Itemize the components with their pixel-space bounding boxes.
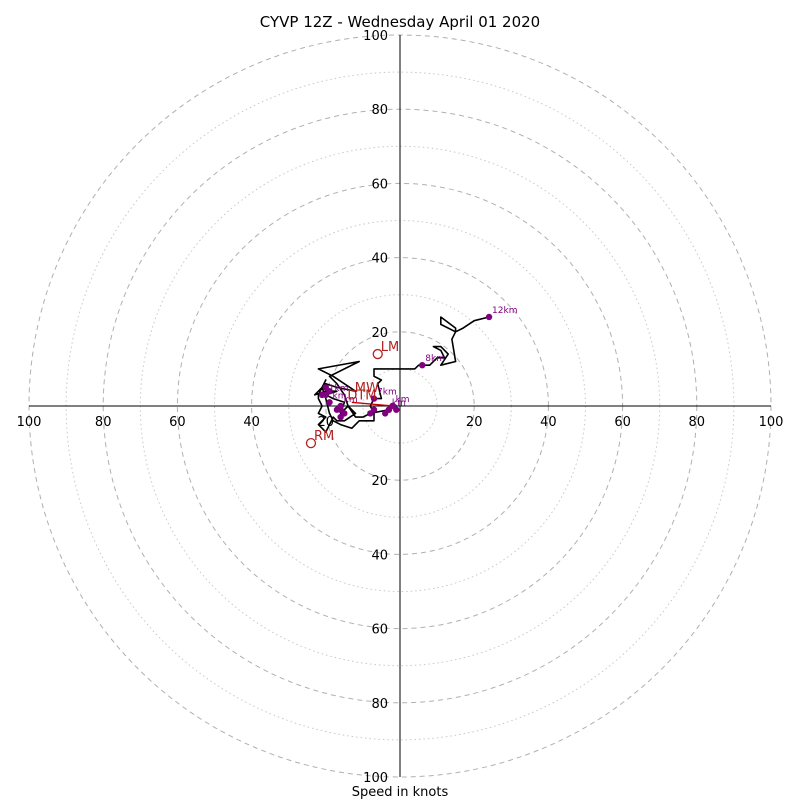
x-tick-label: 80 xyxy=(95,415,112,430)
x-tick-label: 20 xyxy=(318,415,335,430)
y-tick-label: 60 xyxy=(371,177,388,192)
y-tick-label: 100 xyxy=(363,29,388,44)
height-point xyxy=(485,313,493,321)
tick-labels: 100 80 60 40 20 20 40 60 80 100 100 80 60 40 20 20 40 60 8… xyxy=(17,29,784,786)
y-tick-label: 80 xyxy=(371,697,388,712)
height-label: 1km xyxy=(329,384,349,394)
bunkers-line xyxy=(351,401,393,407)
x-tick-label: 100 xyxy=(17,415,42,430)
y-tick-label: 40 xyxy=(371,252,388,267)
storm-motion-label: MW xyxy=(355,381,379,396)
x-axis-label: Speed in knots xyxy=(352,785,449,800)
y-tick-label: 60 xyxy=(371,623,388,638)
axes xyxy=(29,35,771,777)
y-tick-label: 80 xyxy=(371,103,388,118)
height-point xyxy=(337,413,344,421)
x-tick-label: 100 xyxy=(759,415,784,430)
height-point xyxy=(322,384,329,391)
height-label: km xyxy=(344,395,358,405)
height-point xyxy=(326,399,333,406)
y-tick-label: 20 xyxy=(371,326,388,341)
storm-motion-label: DTM xyxy=(347,388,376,403)
height-label: 7km xyxy=(377,388,397,398)
height-point xyxy=(419,361,426,369)
y-tick-label: 100 xyxy=(363,771,388,786)
storm-motion-marker xyxy=(372,348,383,360)
x-tick-label: 60 xyxy=(614,415,631,430)
x-tick-label: 40 xyxy=(540,415,557,430)
height-label: 8km xyxy=(425,354,445,364)
height-label: km xyxy=(396,395,410,405)
height-point xyxy=(318,391,326,399)
height-point xyxy=(370,395,378,402)
y-tick-label: 20 xyxy=(371,474,388,489)
chart-title: CYVP 12Z - Wednesday April 01 2020 xyxy=(260,13,540,31)
x-tick-label: 20 xyxy=(466,415,483,430)
y-tick-label: 40 xyxy=(371,548,388,563)
height-label: km xyxy=(333,391,347,401)
x-tick-label: 60 xyxy=(169,415,186,430)
x-tick-label: 40 xyxy=(243,415,260,430)
height-point xyxy=(337,402,344,410)
x-tick-label: 80 xyxy=(689,415,706,430)
storm-motion-label: RM xyxy=(314,429,334,444)
height-point xyxy=(367,410,374,417)
storm-motion-marker xyxy=(305,437,317,449)
storm-motion-label: LM xyxy=(381,340,399,355)
height-label: km xyxy=(392,399,406,409)
height-point xyxy=(385,406,393,413)
height-label: 12km xyxy=(492,306,517,316)
